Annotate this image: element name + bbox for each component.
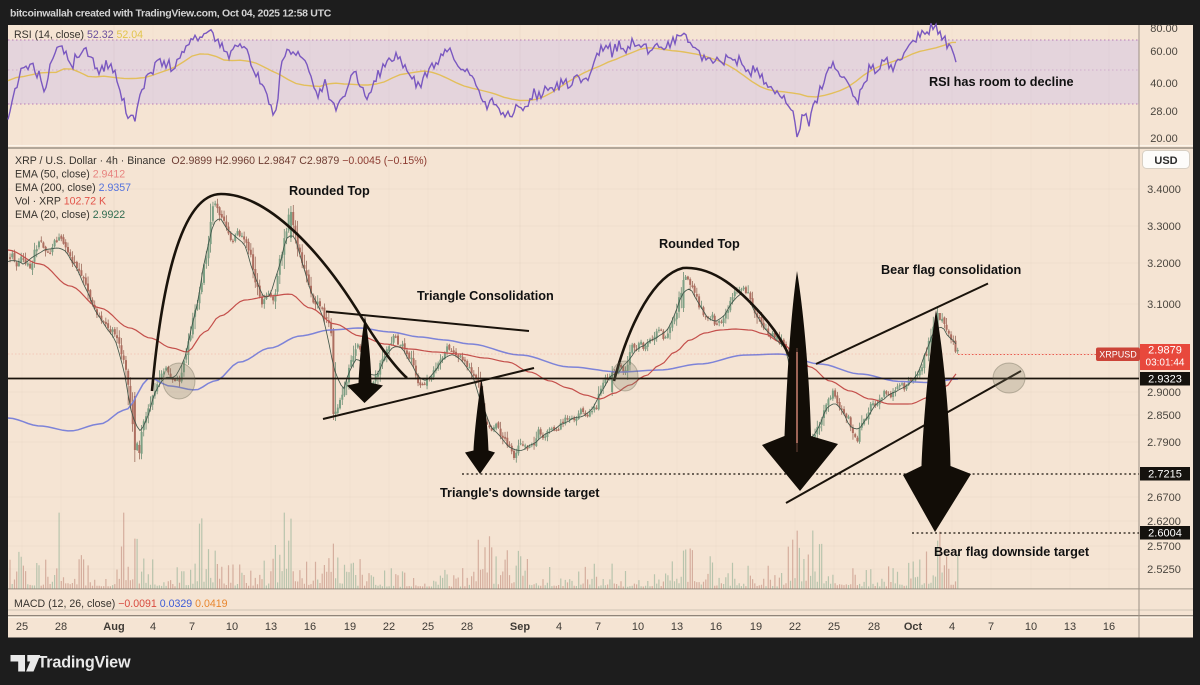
svg-text:22: 22	[383, 621, 395, 633]
svg-text:3.2000: 3.2000	[1147, 258, 1181, 270]
svg-text:28: 28	[868, 621, 880, 633]
svg-text:7: 7	[595, 621, 601, 633]
svg-text:2.6004: 2.6004	[1148, 528, 1182, 540]
svg-text:Oct: Oct	[904, 621, 923, 633]
svg-text:19: 19	[750, 621, 762, 633]
svg-text:4: 4	[949, 621, 955, 633]
svg-text:03:01:44: 03:01:44	[1146, 358, 1185, 369]
svg-text:Vol · XRP 102.72 K: Vol · XRP 102.72 K	[15, 196, 106, 208]
svg-text:2.5250: 2.5250	[1147, 564, 1181, 576]
svg-text:22: 22	[789, 621, 801, 633]
svg-text:16: 16	[1103, 621, 1115, 633]
svg-text:25: 25	[828, 621, 840, 633]
svg-text:7: 7	[988, 621, 994, 633]
svg-text:13: 13	[1064, 621, 1076, 633]
svg-text:XRP / U.S. Dollar · 4h · Binan: XRP / U.S. Dollar · 4h · Binance O2.9899…	[15, 155, 427, 167]
svg-text:25: 25	[422, 621, 434, 633]
svg-text:USD: USD	[1154, 155, 1177, 167]
svg-text:TradingView: TradingView	[38, 654, 131, 672]
svg-text:Aug: Aug	[103, 621, 124, 633]
svg-text:XRPUSD: XRPUSD	[1099, 350, 1137, 360]
svg-text:2.6200: 2.6200	[1147, 516, 1181, 528]
svg-text:Triangle's downside target: Triangle's downside target	[440, 486, 600, 500]
svg-text:28: 28	[461, 621, 473, 633]
svg-text:25: 25	[16, 621, 28, 633]
svg-text:Sep: Sep	[510, 621, 530, 633]
svg-text:80.00: 80.00	[1150, 23, 1178, 35]
svg-text:10: 10	[1025, 621, 1037, 633]
svg-text:2.5700: 2.5700	[1147, 541, 1181, 553]
svg-text:Triangle Consolidation: Triangle Consolidation	[417, 289, 554, 303]
svg-text:28.00: 28.00	[1150, 106, 1178, 118]
svg-text:13: 13	[265, 621, 277, 633]
svg-text:2.9323: 2.9323	[1148, 374, 1182, 386]
svg-text:RSI has room to decline: RSI has room to decline	[929, 75, 1074, 89]
svg-text:20.00: 20.00	[1150, 133, 1178, 145]
svg-text:Rounded Top: Rounded Top	[659, 237, 740, 251]
svg-text:2.7215: 2.7215	[1148, 469, 1182, 481]
svg-text:40.00: 40.00	[1150, 78, 1178, 90]
svg-text:MACD (12, 26, close) −0.0091 0: MACD (12, 26, close) −0.0091 0.0329 0.04…	[14, 598, 228, 610]
svg-text:13: 13	[671, 621, 683, 633]
svg-text:3.4000: 3.4000	[1147, 184, 1181, 196]
svg-text:Bear flag downside target: Bear flag downside target	[934, 545, 1090, 559]
svg-text:19: 19	[344, 621, 356, 633]
svg-text:bitcoinwallah created with Tra: bitcoinwallah created with TradingView.c…	[10, 8, 332, 20]
svg-text:4: 4	[556, 621, 562, 633]
svg-text:28: 28	[55, 621, 67, 633]
svg-text:EMA (200, close) 2.9357: EMA (200, close) 2.9357	[15, 182, 131, 194]
svg-text:10: 10	[226, 621, 238, 633]
svg-text:Bear flag consolidation: Bear flag consolidation	[881, 263, 1021, 277]
svg-text:2.9879: 2.9879	[1148, 345, 1182, 357]
svg-text:3.1000: 3.1000	[1147, 299, 1181, 311]
svg-text:4: 4	[150, 621, 156, 633]
svg-text:EMA (20, close) 2.9922: EMA (20, close) 2.9922	[15, 209, 125, 221]
svg-text:2.7900: 2.7900	[1147, 437, 1181, 449]
svg-text:Rounded Top: Rounded Top	[289, 184, 370, 198]
svg-text:2.6700: 2.6700	[1147, 492, 1181, 504]
svg-text:7: 7	[189, 621, 195, 633]
svg-text:16: 16	[710, 621, 722, 633]
svg-text:2.8500: 2.8500	[1147, 410, 1181, 422]
svg-text:RSI (14, close) 52.32 52.04: RSI (14, close) 52.32 52.04	[14, 29, 143, 41]
svg-text:10: 10	[632, 621, 644, 633]
svg-text:16: 16	[304, 621, 316, 633]
svg-text:EMA (50, close) 2.9412: EMA (50, close) 2.9412	[15, 169, 125, 181]
svg-text:3.3000: 3.3000	[1147, 221, 1181, 233]
svg-text:60.00: 60.00	[1150, 46, 1178, 58]
svg-text:2.9000: 2.9000	[1147, 387, 1181, 399]
